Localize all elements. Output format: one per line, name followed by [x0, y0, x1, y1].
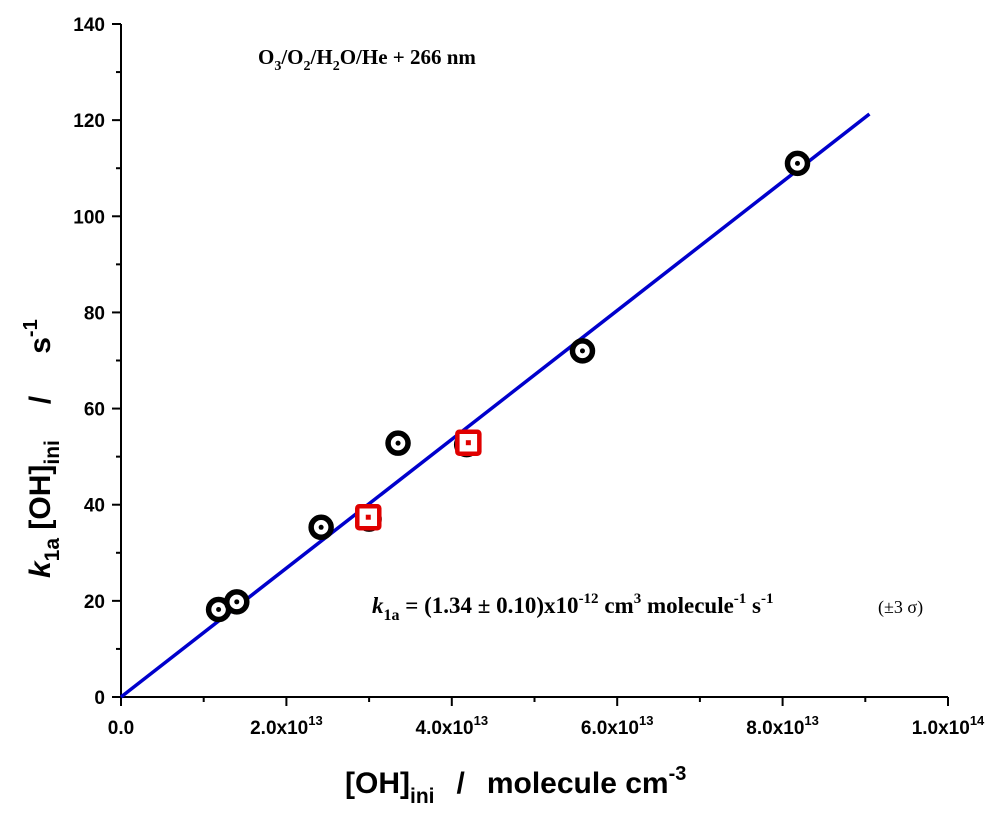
data-points-layer	[205, 150, 811, 623]
data-point-circle	[569, 338, 596, 364]
y-tick-label: 40	[84, 496, 105, 517]
x-axis-title: [OH]ini / molecule cm-3	[345, 763, 686, 808]
y-axis-title: k1a [OH]ini/s-1	[20, 319, 64, 578]
x-tick-label: 2.0x1013	[250, 713, 323, 739]
data-point-circle	[385, 430, 411, 456]
data-point-square	[355, 503, 382, 531]
x-tick-label: 4.0x1013	[416, 713, 489, 739]
x-tick-label: 0.0	[108, 718, 134, 739]
data-point-square	[455, 429, 482, 456]
x-tick-label: 1.0x1014	[912, 713, 985, 739]
y-tick-label: 80	[84, 303, 105, 324]
data-point-circle	[784, 150, 811, 177]
y-tick-label: 120	[73, 111, 105, 132]
y-tick-label: 100	[73, 207, 105, 228]
data-point-circle	[308, 514, 334, 541]
y-tick-label: 20	[84, 592, 105, 613]
y-tick-label: 60	[84, 400, 105, 421]
x-tick-label: 6.0x1013	[581, 713, 654, 739]
axes: 0 20 40 60 80 100 120 140 0.0 2.0x1013 4.0x1013 6.0…	[73, 15, 985, 739]
x-tick-label: 8.0x1013	[746, 713, 819, 739]
y-tick-label: 140	[73, 15, 105, 36]
sigma-note: (±3 σ)	[878, 597, 923, 618]
fit-annotation: k1a = (1.34 ± 0.10)x10-12 cm3 molecule-1…	[372, 591, 774, 624]
data-point-circle	[224, 589, 250, 615]
y-tick-label: 0	[94, 688, 105, 709]
condition-annotation: O3/O2/H2O/He + 266 nm	[258, 45, 476, 74]
